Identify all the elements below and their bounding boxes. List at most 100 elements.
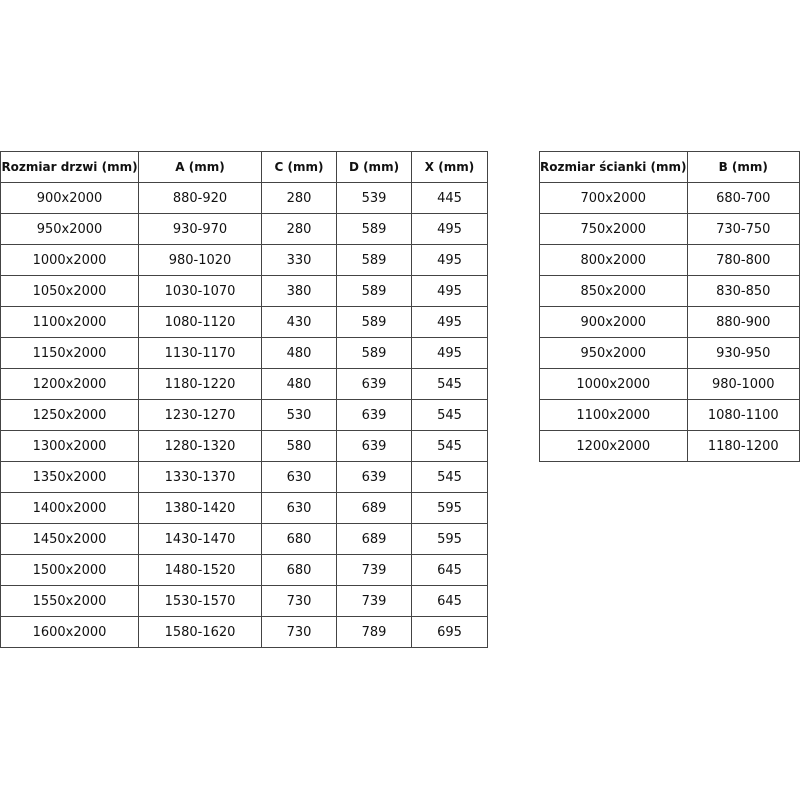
table-cell: 480 bbox=[261, 368, 337, 400]
table-cell: 495 bbox=[411, 244, 488, 276]
table-cell: 280 bbox=[261, 182, 337, 214]
table-cell: 1480-1520 bbox=[138, 554, 262, 586]
table-cell: 480 bbox=[261, 337, 337, 369]
table-cell: 630 bbox=[261, 492, 337, 524]
table-cell: 1180-1200 bbox=[686, 430, 800, 462]
table-row: 900x2000 880-920 280 539 445 bbox=[0, 182, 488, 214]
table-cell: 380 bbox=[261, 275, 337, 307]
column-header: A (mm) bbox=[138, 151, 262, 183]
table-row: 1500x2000 1480-1520 680 739 645 bbox=[0, 554, 488, 586]
table-cell: 700x2000 bbox=[539, 182, 688, 214]
table-cell: 1380-1420 bbox=[138, 492, 262, 524]
table-cell: 900x2000 bbox=[0, 182, 139, 214]
table-cell: 539 bbox=[336, 182, 412, 214]
table-cell: 1100x2000 bbox=[539, 399, 688, 431]
table-cell: 1000x2000 bbox=[0, 244, 139, 276]
table-cell: 980-1000 bbox=[686, 368, 800, 400]
table-cell: 430 bbox=[261, 306, 337, 338]
table-cell: 589 bbox=[336, 337, 412, 369]
table-row: 1200x2000 1180-1220 480 639 545 bbox=[0, 368, 488, 400]
table-cell: 639 bbox=[336, 430, 412, 462]
table-cell: 495 bbox=[411, 306, 488, 338]
table-cell: 589 bbox=[336, 213, 412, 245]
table-cell: 1550x2000 bbox=[0, 585, 139, 617]
table-cell: 1130-1170 bbox=[138, 337, 262, 369]
table-cell: 1050x2000 bbox=[0, 275, 139, 307]
table-cell: 1080-1120 bbox=[138, 306, 262, 338]
table-row: 1350x2000 1330-1370 630 639 545 bbox=[0, 461, 488, 493]
table-cell: 695 bbox=[411, 616, 488, 648]
table-cell: 800x2000 bbox=[539, 244, 688, 276]
table-cell: 595 bbox=[411, 523, 488, 555]
table-cell: 930-970 bbox=[138, 213, 262, 245]
table-cell: 639 bbox=[336, 368, 412, 400]
table-cell: 680 bbox=[261, 523, 337, 555]
table-cell: 950x2000 bbox=[539, 337, 688, 369]
table-cell: 495 bbox=[411, 275, 488, 307]
table-cell: 830-850 bbox=[686, 275, 800, 307]
table-cell: 1030-1070 bbox=[138, 275, 262, 307]
table-header-row: Rozmiar ścianki (mm) B (mm) bbox=[539, 151, 800, 183]
table-cell: 1330-1370 bbox=[138, 461, 262, 493]
table-row: 750x2000 730-750 bbox=[539, 213, 800, 245]
table-cell: 1150x2000 bbox=[0, 337, 139, 369]
table-cell: 1080-1100 bbox=[686, 399, 800, 431]
table-cell: 1200x2000 bbox=[0, 368, 139, 400]
table-cell: 1430-1470 bbox=[138, 523, 262, 555]
table-row: 1400x2000 1380-1420 630 689 595 bbox=[0, 492, 488, 524]
table-cell: 530 bbox=[261, 399, 337, 431]
table-cell: 1100x2000 bbox=[0, 306, 139, 338]
table-cell: 280 bbox=[261, 213, 337, 245]
table-cell: 1000x2000 bbox=[539, 368, 688, 400]
table-row: 1300x2000 1280-1320 580 639 545 bbox=[0, 430, 488, 462]
table-cell: 639 bbox=[336, 399, 412, 431]
column-header: Rozmiar ścianki (mm) bbox=[539, 151, 688, 183]
wall-size-table: Rozmiar ścianki (mm) B (mm) 700x2000 680-7… bbox=[539, 151, 800, 462]
table-cell: 645 bbox=[411, 585, 488, 617]
table-row: 1100x2000 1080-1100 bbox=[539, 399, 800, 431]
table-row: 1250x2000 1230-1270 530 639 545 bbox=[0, 399, 488, 431]
table-cell: 639 bbox=[336, 461, 412, 493]
table-cell: 850x2000 bbox=[539, 275, 688, 307]
table-row: 1150x2000 1130-1170 480 589 495 bbox=[0, 337, 488, 369]
table-row: 1200x2000 1180-1200 bbox=[539, 430, 800, 462]
table-cell: 1580-1620 bbox=[138, 616, 262, 648]
column-header: Rozmiar drzwi (mm) bbox=[0, 151, 139, 183]
column-header: X (mm) bbox=[411, 151, 488, 183]
table-cell: 1250x2000 bbox=[0, 399, 139, 431]
table-cell: 1180-1220 bbox=[138, 368, 262, 400]
table-cell: 689 bbox=[336, 523, 412, 555]
table-cell: 900x2000 bbox=[539, 306, 688, 338]
table-header-row: Rozmiar drzwi (mm) A (mm) C (mm) D (mm) X (m… bbox=[0, 151, 488, 183]
table-cell: 980-1020 bbox=[138, 244, 262, 276]
table-cell: 930-950 bbox=[686, 337, 800, 369]
table-cell: 789 bbox=[336, 616, 412, 648]
table-cell: 880-900 bbox=[686, 306, 800, 338]
table-cell: 1280-1320 bbox=[138, 430, 262, 462]
column-header: B (mm) bbox=[686, 151, 800, 183]
table-row: 1000x2000 980-1000 bbox=[539, 368, 800, 400]
table-row: 1450x2000 1430-1470 680 689 595 bbox=[0, 523, 488, 555]
table-row: 950x2000 930-970 280 589 495 bbox=[0, 213, 488, 245]
table-cell: 589 bbox=[336, 275, 412, 307]
table-row: 850x2000 830-850 bbox=[539, 275, 800, 307]
table-row: 950x2000 930-950 bbox=[539, 337, 800, 369]
table-cell: 1350x2000 bbox=[0, 461, 139, 493]
table-cell: 680-700 bbox=[686, 182, 800, 214]
table-cell: 545 bbox=[411, 368, 488, 400]
table-cell: 645 bbox=[411, 554, 488, 586]
table-cell: 739 bbox=[336, 585, 412, 617]
table-row: 1100x2000 1080-1120 430 589 495 bbox=[0, 306, 488, 338]
table-cell: 730 bbox=[261, 585, 337, 617]
table-cell: 739 bbox=[336, 554, 412, 586]
table-row: 700x2000 680-700 bbox=[539, 182, 800, 214]
table-row: 900x2000 880-900 bbox=[539, 306, 800, 338]
table-cell: 689 bbox=[336, 492, 412, 524]
table-cell: 730-750 bbox=[686, 213, 800, 245]
door-size-table: Rozmiar drzwi (mm) A (mm) C (mm) D (mm) X (m… bbox=[0, 151, 488, 648]
table-cell: 950x2000 bbox=[0, 213, 139, 245]
column-header: D (mm) bbox=[336, 151, 412, 183]
table-row: 1050x2000 1030-1070 380 589 495 bbox=[0, 275, 488, 307]
table-cell: 1450x2000 bbox=[0, 523, 139, 555]
table-cell: 630 bbox=[261, 461, 337, 493]
